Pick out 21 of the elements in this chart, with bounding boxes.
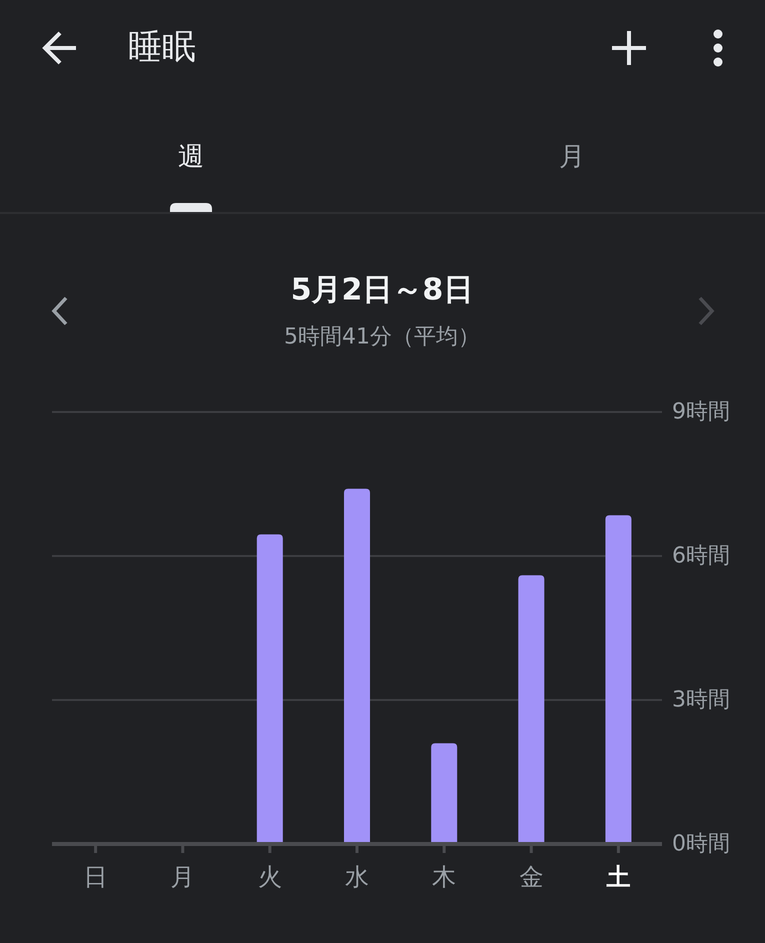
x-tick-label: 火: [258, 863, 282, 891]
chart-title: 5月2日～8日: [290, 272, 474, 308]
text: 月: [559, 142, 585, 172]
x-tick-label: 月: [170, 863, 195, 891]
y-tick-label: 9時間: [672, 400, 730, 424]
y-tick-label: 6時間: [672, 544, 730, 568]
y-tick-label: 3時間: [672, 688, 730, 712]
bar: [518, 575, 544, 844]
bar: [605, 515, 632, 844]
x-tick-label: 木: [432, 863, 456, 891]
bar: [344, 488, 370, 844]
bar: [431, 743, 458, 844]
x-tick-label: 水: [345, 863, 369, 891]
y-tick-label: 0時間: [672, 832, 730, 856]
text: 週: [178, 142, 204, 172]
text: 睡眠: [128, 27, 196, 67]
chart-subtitle: 5時間41分（平均）: [284, 324, 480, 350]
bar: [256, 534, 283, 844]
x-tick-label: 土: [605, 863, 630, 891]
x-tick-label: 日: [84, 863, 108, 891]
x-tick-label: 金: [519, 863, 544, 891]
